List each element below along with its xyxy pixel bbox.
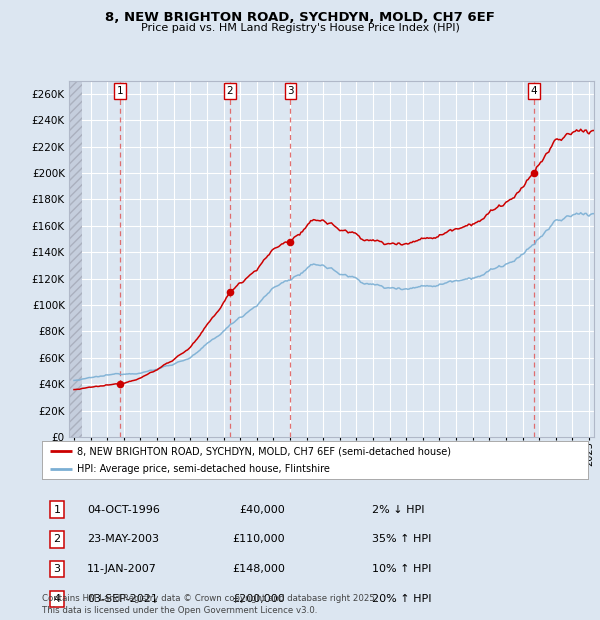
Text: 1: 1 xyxy=(53,505,61,515)
Text: 8, NEW BRIGHTON ROAD, SYCHDYN, MOLD, CH7 6EF (semi-detached house): 8, NEW BRIGHTON ROAD, SYCHDYN, MOLD, CH7… xyxy=(77,446,451,456)
Text: 03-SEP-2021: 03-SEP-2021 xyxy=(87,594,158,604)
Text: £200,000: £200,000 xyxy=(232,594,285,604)
Text: 11-JAN-2007: 11-JAN-2007 xyxy=(87,564,157,574)
Text: 3: 3 xyxy=(53,564,61,574)
Text: 20% ↑ HPI: 20% ↑ HPI xyxy=(372,594,431,604)
Text: Contains HM Land Registry data © Crown copyright and database right 2025.
This d: Contains HM Land Registry data © Crown c… xyxy=(42,594,377,615)
Text: £148,000: £148,000 xyxy=(232,564,285,574)
Bar xyxy=(69,81,82,437)
Text: 23-MAY-2003: 23-MAY-2003 xyxy=(87,534,159,544)
Text: 35% ↑ HPI: 35% ↑ HPI xyxy=(372,534,431,544)
Text: Price paid vs. HM Land Registry's House Price Index (HPI): Price paid vs. HM Land Registry's House … xyxy=(140,23,460,33)
Text: £40,000: £40,000 xyxy=(239,505,285,515)
Text: 2: 2 xyxy=(53,534,61,544)
Text: HPI: Average price, semi-detached house, Flintshire: HPI: Average price, semi-detached house,… xyxy=(77,464,331,474)
Text: 10% ↑ HPI: 10% ↑ HPI xyxy=(372,564,431,574)
Text: 3: 3 xyxy=(287,86,294,96)
Text: 2: 2 xyxy=(227,86,233,96)
Text: 1: 1 xyxy=(116,86,123,96)
Text: 4: 4 xyxy=(53,594,61,604)
Text: 2% ↓ HPI: 2% ↓ HPI xyxy=(372,505,425,515)
Text: £110,000: £110,000 xyxy=(232,534,285,544)
Text: 4: 4 xyxy=(530,86,537,96)
Text: 04-OCT-1996: 04-OCT-1996 xyxy=(87,505,160,515)
Text: 8, NEW BRIGHTON ROAD, SYCHDYN, MOLD, CH7 6EF: 8, NEW BRIGHTON ROAD, SYCHDYN, MOLD, CH7… xyxy=(105,11,495,24)
